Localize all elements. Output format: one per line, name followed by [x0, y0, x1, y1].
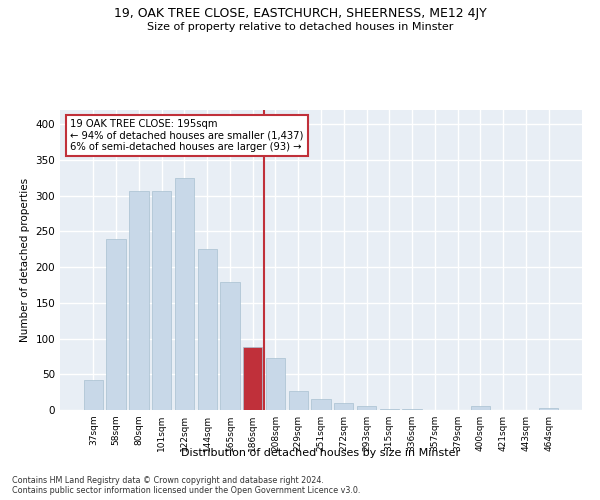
Bar — [357, 406, 376, 410]
Bar — [220, 282, 239, 410]
Bar — [334, 403, 353, 410]
Text: 19 OAK TREE CLOSE: 195sqm
← 94% of detached houses are smaller (1,437)
6% of sem: 19 OAK TREE CLOSE: 195sqm ← 94% of detac… — [70, 119, 304, 152]
Bar — [129, 192, 149, 410]
Bar — [470, 406, 490, 410]
Bar — [175, 178, 194, 410]
Text: Contains HM Land Registry data © Crown copyright and database right 2024.
Contai: Contains HM Land Registry data © Crown c… — [12, 476, 361, 495]
Bar — [152, 192, 172, 410]
Bar — [243, 347, 262, 410]
Bar — [380, 408, 399, 410]
Bar — [289, 392, 308, 410]
Bar — [197, 248, 217, 410]
Bar — [266, 358, 285, 410]
Text: Distribution of detached houses by size in Minster: Distribution of detached houses by size … — [181, 448, 461, 458]
Text: 19, OAK TREE CLOSE, EASTCHURCH, SHEERNESS, ME12 4JY: 19, OAK TREE CLOSE, EASTCHURCH, SHEERNES… — [113, 8, 487, 20]
Bar — [84, 380, 103, 410]
Bar — [106, 238, 126, 410]
Y-axis label: Number of detached properties: Number of detached properties — [20, 178, 30, 342]
Bar — [311, 400, 331, 410]
Bar — [539, 408, 558, 410]
Text: Size of property relative to detached houses in Minster: Size of property relative to detached ho… — [147, 22, 453, 32]
